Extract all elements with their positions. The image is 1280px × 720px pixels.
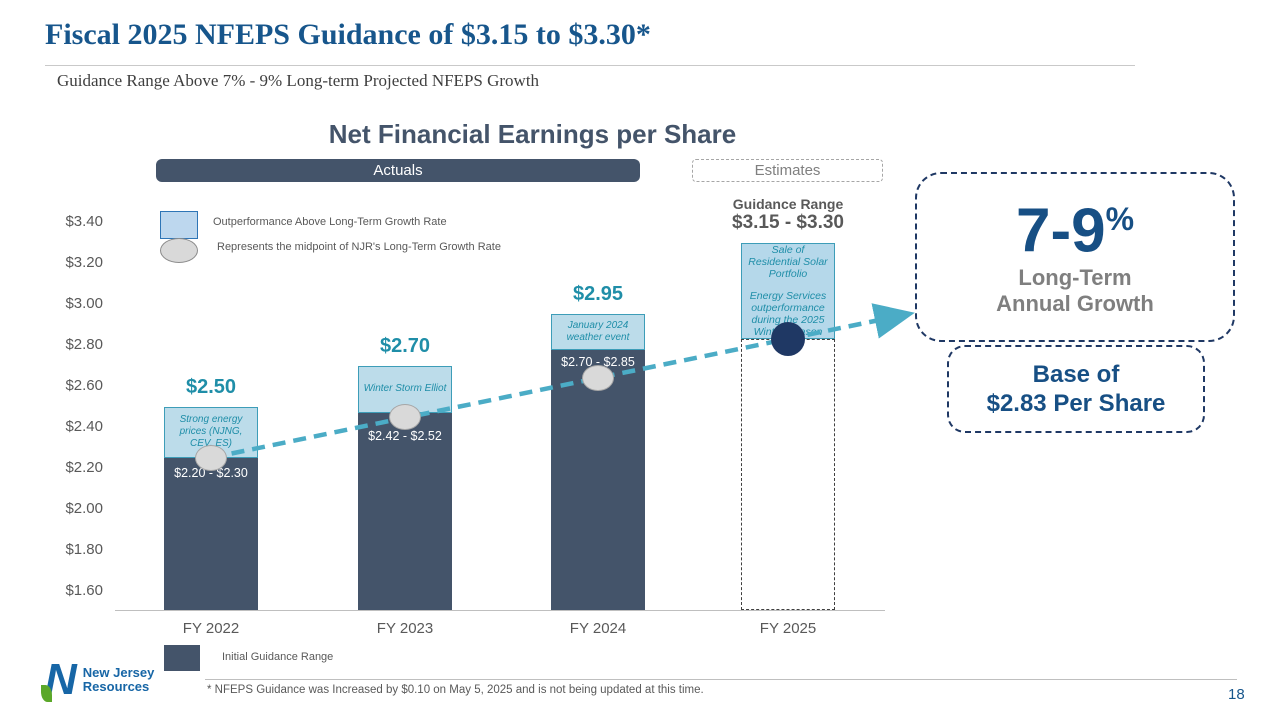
y-axis-tick: $2.40: [65, 418, 103, 435]
midpoint-marker: [582, 364, 614, 391]
long-term-growth-callout: 7-9% Long-Term Annual Growth: [915, 172, 1235, 342]
footer-divider: [205, 679, 1237, 680]
initial-guidance-range-label: $2.20 - $2.30: [174, 465, 248, 480]
estimate-note-1: Sale of Residential Solar Portfolio: [748, 243, 828, 280]
estimates-header: Estimates: [692, 159, 883, 182]
percent-sign: %: [1105, 201, 1135, 237]
legend-outperformance-label: Outperformance Above Long-Term Growth Ra…: [213, 216, 447, 228]
initial-guidance-segment: $2.42 - $2.52: [358, 412, 452, 610]
y-axis-tick: $2.60: [65, 377, 103, 394]
y-axis-tick: $2.80: [65, 336, 103, 353]
y-axis-tick: $3.40: [65, 213, 103, 230]
title-divider: [45, 65, 1135, 66]
legend-initial-guidance-label: Initial Guidance Range: [222, 651, 334, 663]
bar-total-label: $2.70: [379, 334, 431, 357]
legend-midpoint-label: Represents the midpoint of NJR's Long-Te…: [217, 241, 501, 253]
legend-initial-guidance-swatch: [164, 645, 200, 671]
midpoint-marker: [389, 403, 421, 430]
x-axis-label: FY 2023: [376, 620, 434, 637]
chart-title: Net Financial Earnings per Share: [328, 119, 737, 149]
guidance-range-title: Guidance Range: [732, 195, 844, 212]
x-axis-label: FY 2024: [569, 620, 627, 637]
base-midpoint-marker: [771, 321, 805, 356]
page-number: 18: [1228, 686, 1245, 703]
x-axis-label: FY 2025: [759, 620, 817, 637]
base-line1: Base of: [1032, 361, 1120, 388]
leaf-icon: [41, 685, 52, 702]
y-axis-tick: $2.00: [65, 500, 103, 517]
growth-value: 7-9%: [1015, 196, 1135, 266]
logo-n-icon: N: [41, 658, 77, 702]
footnote: * NFEPS Guidance was Increased by $0.10 …: [207, 684, 704, 696]
subtitle: Guidance Range Above 7% - 9% Long-term P…: [57, 71, 540, 90]
logo-text: New Jersey Resources: [82, 665, 155, 694]
base-per-share-callout: Base of $2.83 Per Share: [947, 345, 1205, 433]
actuals-header: Actuals: [156, 159, 640, 182]
page-title: Fiscal 2025 NFEPS Guidance of $3.15 to $…: [45, 18, 651, 51]
y-axis-tick: $2.20: [65, 459, 103, 476]
guidance-range-label: Guidance Range $3.15 - $3.30: [678, 196, 898, 234]
base-line2: $2.83 Per Share: [986, 390, 1166, 417]
legend-outperformance-swatch: [160, 211, 198, 239]
guidance-range-value: $3.15 - $3.30: [732, 211, 844, 233]
y-axis-tick: $3.20: [65, 254, 103, 271]
y-axis-tick: $1.80: [65, 541, 103, 558]
x-axis-label: FY 2022: [182, 620, 240, 637]
outperformance-segment: January 2024 weather event: [551, 314, 645, 351]
growth-label: Long-Term Annual Growth: [996, 264, 1154, 316]
y-axis-tick: $3.00: [65, 295, 103, 312]
estimate-dashed-bar: [741, 338, 835, 610]
bar-total-label: $2.95: [572, 283, 624, 306]
legend-midpoint-swatch: [160, 238, 198, 263]
y-axis-tick: $1.60: [65, 582, 103, 599]
initial-guidance-segment: $2.20 - $2.30: [164, 457, 258, 610]
x-axis-line: [115, 610, 885, 611]
company-logo: N New Jersey Resources: [41, 658, 155, 702]
bar-total-label: $2.50: [185, 375, 237, 398]
midpoint-marker: [195, 444, 227, 471]
